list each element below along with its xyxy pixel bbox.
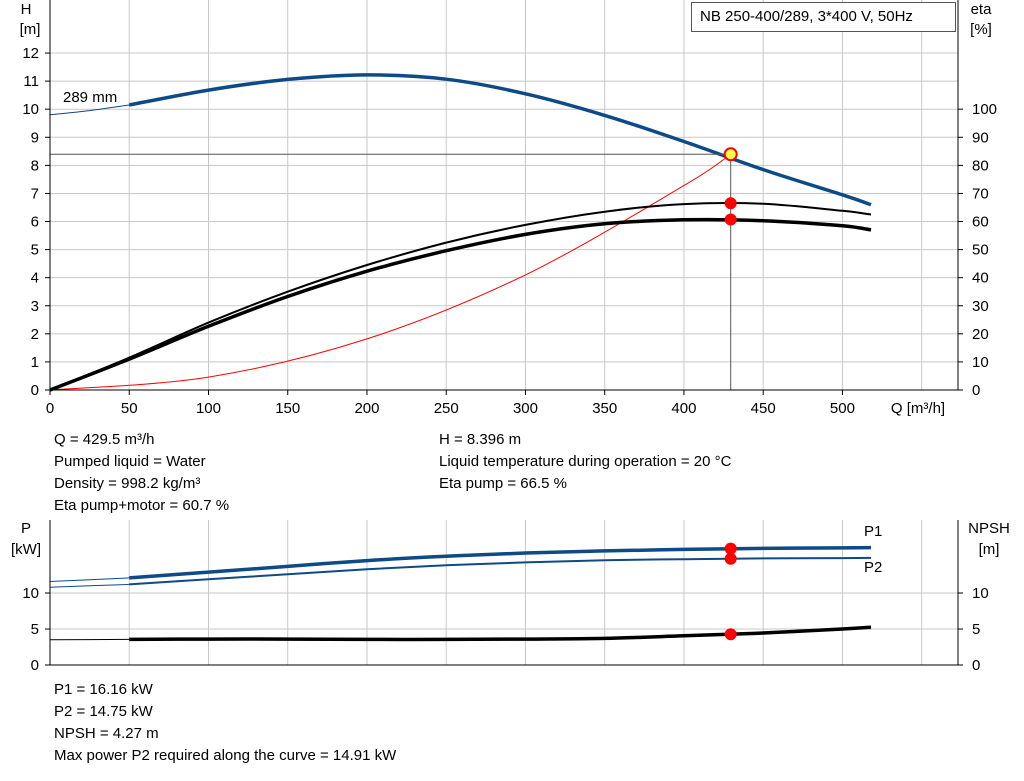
- eta-tick-label: 70: [972, 185, 989, 202]
- eta-tick-label: 20: [972, 326, 989, 343]
- eta-axis-unit: [%]: [970, 21, 992, 38]
- operating-point-head: [723, 147, 738, 162]
- eta-tick-label: 60: [972, 214, 989, 231]
- h-tick-label: 12: [22, 45, 39, 62]
- npsh-curve: [129, 625, 872, 642]
- head-curve-289mm: [128, 73, 872, 207]
- result-p2: P2 = 14.75 kW: [54, 703, 153, 720]
- x-tick-label: 500: [830, 400, 855, 417]
- h-tick-label: 0: [31, 382, 39, 399]
- result-flow: Q = 429.5 m³/h: [54, 431, 155, 448]
- p1-curve: [129, 545, 872, 580]
- result-liquid-temperature: Liquid temperature during operation = 20…: [439, 453, 732, 470]
- head-curve-extension: [49, 104, 130, 116]
- operating-point-eta-pump: [724, 197, 737, 210]
- npsh-tick-label: 10: [972, 585, 989, 602]
- x-tick-label: 150: [275, 400, 300, 417]
- results-right: H = 8.396 m Liquid temperature during op…: [439, 429, 731, 495]
- h-tick-label: 11: [23, 73, 39, 90]
- x-tick-label: 300: [513, 400, 538, 417]
- eta-tick-label: 80: [972, 157, 989, 174]
- h-axis-symbol: H: [21, 1, 32, 18]
- x-tick-label: 350: [592, 400, 617, 417]
- p-axis-unit: [kW]: [11, 541, 41, 558]
- pump-label-box: NB 250-400/289, 3*400 V, 50Hz: [691, 2, 956, 32]
- npsh-axis-unit: [m]: [979, 541, 1000, 558]
- p2-curve: [129, 556, 872, 586]
- x-tick-label: 50: [121, 400, 138, 417]
- operating-point-npsh: [724, 628, 737, 641]
- result-eta-pump-motor: Eta pump+motor = 60.7 %: [54, 497, 230, 514]
- p2-curve-extension: [49, 583, 130, 588]
- eta-tick-label: 50: [972, 242, 989, 259]
- pump-label: NB 250-400/289, 3*400 V, 50Hz: [700, 8, 913, 25]
- x-tick-label: 0: [46, 400, 54, 417]
- x-tick-label: 450: [751, 400, 776, 417]
- curve-label-289mm: 289 mm: [63, 89, 117, 106]
- system-curve: [49, 153, 731, 391]
- h-axis-unit: [m]: [20, 21, 41, 38]
- p-tick-label: 0: [31, 657, 39, 674]
- result-pumped-liquid: Pumped liquid = Water: [54, 453, 206, 470]
- x-tick-label: 200: [354, 400, 379, 417]
- operating-point-eta-pump-motor: [724, 213, 737, 226]
- p2-curve-label: P2: [864, 559, 882, 576]
- result-p1: P1 = 16.16 kW: [54, 681, 153, 698]
- h-tick-label: 9: [31, 129, 39, 146]
- h-tick-label: 4: [31, 270, 39, 287]
- eta-tick-label: 0: [972, 382, 980, 399]
- npsh-tick-label: 0: [972, 657, 980, 674]
- curves-layer: [49, 73, 872, 642]
- result-eta-pump: Eta pump = 66.5 %: [439, 475, 567, 492]
- result-head: H = 8.396 m: [439, 431, 522, 448]
- h-tick-label: 3: [31, 298, 39, 315]
- bottom-chart-grid: [49, 520, 958, 666]
- x-axis-label: Q [m³/h]: [891, 400, 945, 417]
- h-tick-label: 2: [31, 326, 39, 343]
- result-density: Density = 998.2 kg/m³: [54, 475, 201, 492]
- results-bottom: P1 = 16.16 kW P2 = 14.75 kW NPSH = 4.27 …: [54, 679, 396, 767]
- results-left: Q = 429.5 m³/h Pumped liquid = Water Den…: [54, 429, 229, 517]
- result-npsh: NPSH = 4.27 m: [54, 725, 159, 742]
- p-tick-label: 10: [22, 585, 39, 602]
- eta-tick-label: 10: [972, 354, 989, 371]
- eta-tick-label: 90: [972, 129, 989, 146]
- h-tick-label: 7: [31, 185, 39, 202]
- result-max-power-p2: Max power P2 required along the curve = …: [54, 747, 397, 764]
- eta-tick-label: 100: [972, 101, 997, 118]
- h-tick-label: 8: [31, 157, 39, 174]
- h-tick-label: 10: [22, 101, 39, 118]
- x-tick-label: 100: [196, 400, 221, 417]
- operating-point-p1: [724, 542, 737, 555]
- eta-tick-label: 40: [972, 270, 989, 287]
- p-tick-label: 5: [31, 621, 39, 638]
- p-axis-symbol: P: [21, 520, 31, 537]
- eta-pump-curve: [49, 202, 872, 391]
- h-tick-label: 5: [31, 242, 39, 259]
- operating-point-markers: [723, 147, 738, 641]
- axes-layer: 0 50 100 150 200 250 300 350 400 450 5000123456789…: [22, 0, 997, 674]
- npsh-tick-label: 5: [972, 621, 980, 638]
- x-tick-label: 400: [671, 400, 696, 417]
- npsh-axis-symbol: NPSH: [968, 520, 1010, 537]
- operating-point-p2: [724, 552, 737, 565]
- eta-axis-symbol: eta: [971, 1, 993, 18]
- p1-curve-extension: [49, 577, 130, 582]
- eta-tick-label: 30: [972, 298, 989, 315]
- x-tick-label: 250: [434, 400, 459, 417]
- eta-pump-motor-curve: [49, 217, 872, 392]
- h-tick-label: 6: [31, 214, 39, 231]
- p1-curve-label: P1: [864, 523, 882, 540]
- h-tick-label: 1: [31, 354, 39, 371]
